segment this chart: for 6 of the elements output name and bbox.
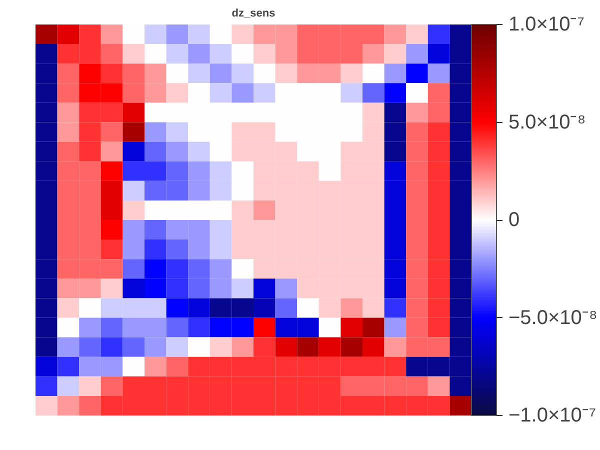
chart-title: dz_sens	[232, 8, 276, 20]
color-bar-label: 0	[508, 209, 520, 231]
color-bar-label: 1.0×10⁻⁷	[508, 14, 584, 36]
color-bar-label: 5.0×10⁻⁸	[508, 111, 586, 134]
color-bar-label: −5.0×10⁻⁸	[508, 306, 598, 329]
color-bar-label: −1.0×10⁻⁷	[508, 404, 596, 426]
